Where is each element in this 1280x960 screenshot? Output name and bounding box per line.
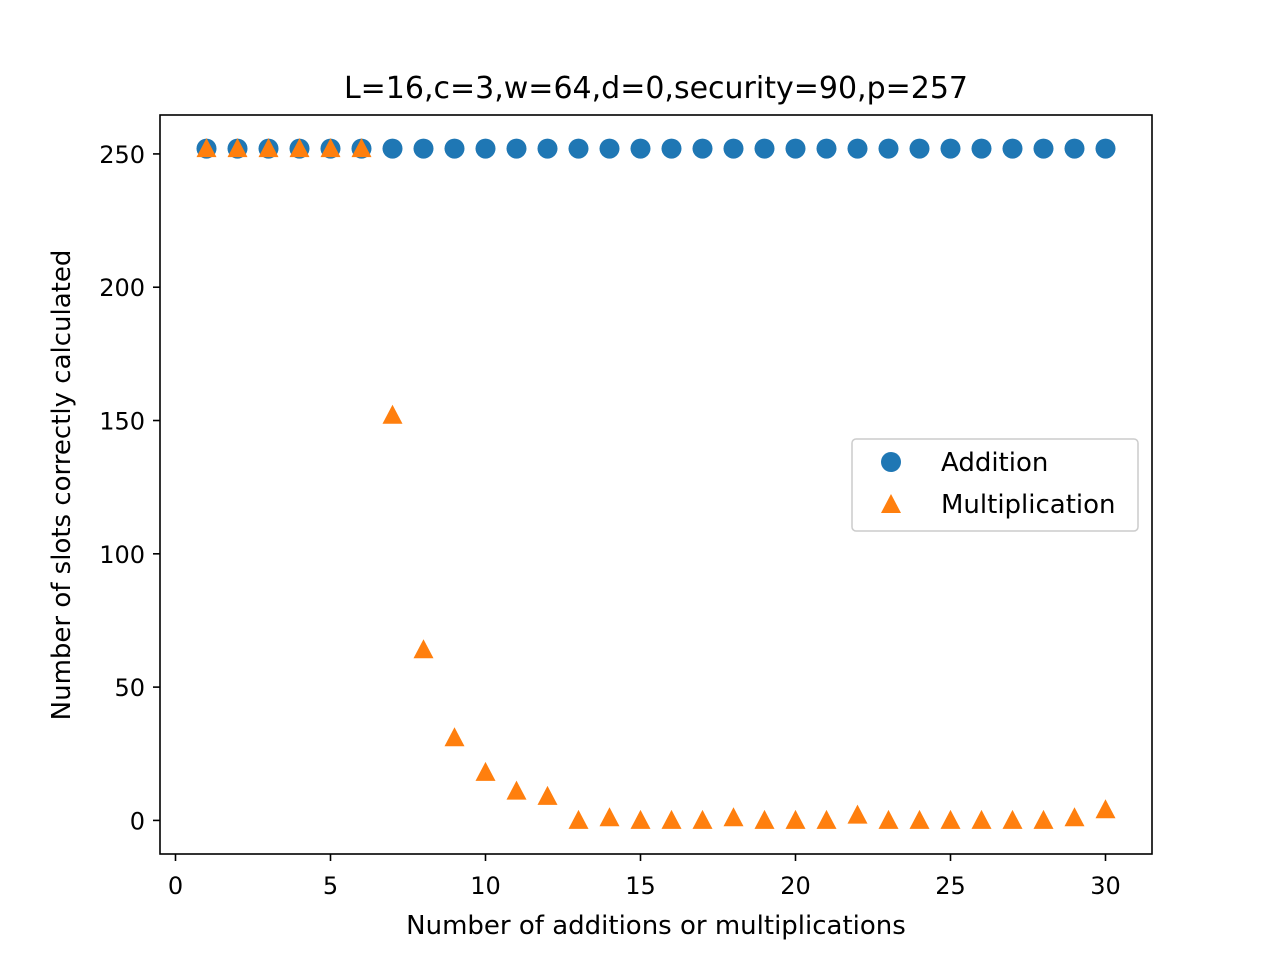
- multiplication-point: [506, 780, 527, 800]
- addition-point: [723, 138, 744, 159]
- multiplication-point: [444, 727, 465, 747]
- legend: Addition Multiplication: [851, 438, 1139, 532]
- addition-point: [816, 138, 837, 159]
- multiplication-point: [785, 809, 806, 829]
- addition-point: [599, 138, 620, 159]
- multiplication-point: [351, 138, 372, 158]
- legend-addition-label: Addition: [941, 448, 1048, 478]
- multiplication-point: [599, 807, 620, 827]
- addition-point: [1002, 138, 1023, 159]
- y-tick-label: 200: [99, 274, 145, 302]
- x-tick-label: 30: [1090, 872, 1121, 900]
- legend-multiplication-marker: [881, 494, 901, 513]
- multiplication-point: [568, 809, 589, 829]
- addition-point: [475, 138, 496, 159]
- addition-point: [568, 138, 589, 159]
- y-axis-label: Number of slots correctly calculated: [47, 250, 77, 721]
- y-tick-label: 100: [99, 541, 145, 569]
- multiplication-point: [847, 804, 868, 824]
- chart-title: L=16,c=3,w=64,d=0,security=90,p=257: [344, 71, 968, 106]
- y-tick-label: 250: [99, 141, 145, 169]
- multiplication-point: [320, 138, 341, 158]
- multiplication-point: [816, 809, 837, 829]
- multiplication-point: [971, 809, 992, 829]
- addition-point: [537, 138, 558, 159]
- addition-point: [444, 138, 465, 159]
- plot-area: [196, 138, 1116, 829]
- multiplication-point: [1002, 809, 1023, 829]
- multiplication-point: [475, 761, 496, 781]
- addition-point: [847, 138, 868, 159]
- addition-point: [1033, 138, 1054, 159]
- multiplication-point: [754, 809, 775, 829]
- multiplication-point: [227, 138, 248, 158]
- multiplication-point: [1033, 809, 1054, 829]
- addition-point: [940, 138, 961, 159]
- multiplication-point: [382, 404, 403, 424]
- multiplication-point: [909, 809, 930, 829]
- multiplication-point: [1095, 799, 1116, 819]
- addition-point: [661, 138, 682, 159]
- addition-point: [1064, 138, 1085, 159]
- addition-point: [754, 138, 775, 159]
- x-tick-label: 5: [323, 872, 338, 900]
- multiplication-point: [940, 809, 961, 829]
- multiplication-point: [289, 138, 310, 158]
- y-tick-label: 150: [99, 408, 145, 436]
- y-tick-label: 50: [114, 674, 145, 702]
- addition-point: [382, 138, 403, 159]
- addition-point: [692, 138, 713, 159]
- addition-point: [506, 138, 527, 159]
- addition-point: [971, 138, 992, 159]
- addition-point: [909, 138, 930, 159]
- axes-frame: [159, 114, 1153, 855]
- multiplication-point: [258, 138, 279, 158]
- multiplication-point: [630, 809, 651, 829]
- multiplication-point: [537, 785, 558, 805]
- legend-addition-marker: [881, 452, 901, 472]
- legend-multiplication-label: Multiplication: [941, 490, 1116, 520]
- x-tick-label: 15: [625, 872, 656, 900]
- multiplication-point: [692, 809, 713, 829]
- multiplication-point: [661, 809, 682, 829]
- x-tick-label: 10: [470, 872, 501, 900]
- ticks: 0 5 10 15 20 25 30 0 50 100 150 200 250: [99, 141, 1121, 900]
- multiplication-point: [723, 807, 744, 827]
- addition-point: [878, 138, 899, 159]
- multiplication-point: [1064, 807, 1085, 827]
- x-tick-label: 0: [168, 872, 183, 900]
- multiplication-point: [196, 138, 217, 158]
- y-tick-label: 0: [130, 807, 145, 835]
- addition-point: [413, 138, 434, 159]
- x-tick-label: 25: [935, 872, 966, 900]
- x-axis-label: Number of additions or multiplications: [406, 911, 906, 941]
- addition-point: [785, 138, 806, 159]
- addition-point: [1095, 138, 1116, 159]
- multiplication-point: [413, 639, 434, 659]
- multiplication-point: [878, 809, 899, 829]
- addition-point: [630, 138, 651, 159]
- legend-box: [851, 438, 1139, 532]
- x-tick-label: 20: [780, 872, 811, 900]
